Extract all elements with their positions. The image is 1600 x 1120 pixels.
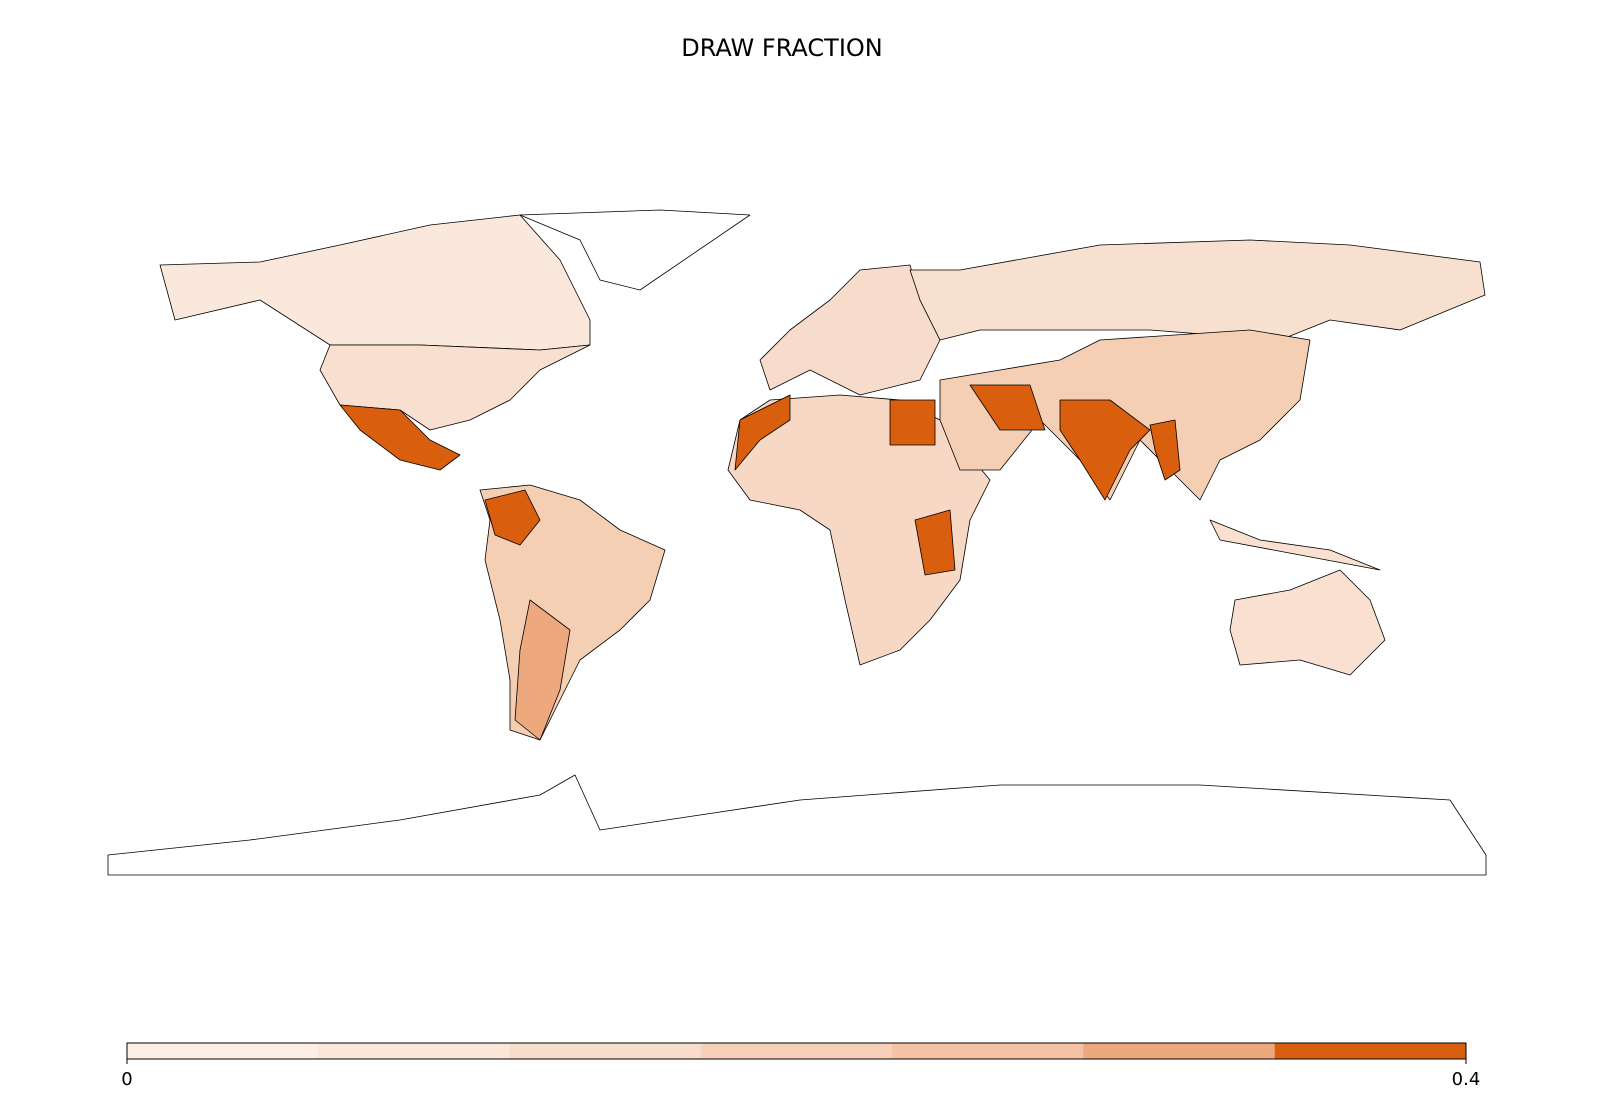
australia xyxy=(1229,569,1386,676)
argentina xyxy=(514,599,571,741)
map-title: DRAW FRACTION xyxy=(681,34,883,62)
colorbar-bin xyxy=(892,1043,1084,1059)
india xyxy=(1059,399,1151,501)
egypt xyxy=(889,399,936,446)
colorbar-outline xyxy=(126,1042,1467,1060)
myanmar xyxy=(1149,419,1181,481)
colorbar-bin xyxy=(700,1043,893,1059)
antarctica xyxy=(107,774,1487,876)
colorbar-bin xyxy=(318,1043,511,1059)
colorbar-bin xyxy=(1274,1043,1467,1059)
mexico xyxy=(339,404,461,471)
colorbar-bin xyxy=(127,1043,319,1059)
africa xyxy=(727,394,991,666)
colorbar-bin xyxy=(509,1043,702,1059)
world-map xyxy=(107,209,1487,876)
islands xyxy=(1209,519,1381,571)
canada xyxy=(159,214,591,351)
europe xyxy=(759,264,941,396)
russia xyxy=(909,239,1486,341)
east-africa xyxy=(914,509,956,576)
morocco xyxy=(734,394,791,471)
colorbar-tick-label: 0.4 xyxy=(1452,1069,1481,1090)
colorbar-bin xyxy=(1083,1043,1276,1059)
colombia xyxy=(484,489,541,546)
greenland xyxy=(519,209,751,291)
iran xyxy=(969,384,1046,431)
colorbar-tick-label: 0 xyxy=(121,1069,132,1090)
